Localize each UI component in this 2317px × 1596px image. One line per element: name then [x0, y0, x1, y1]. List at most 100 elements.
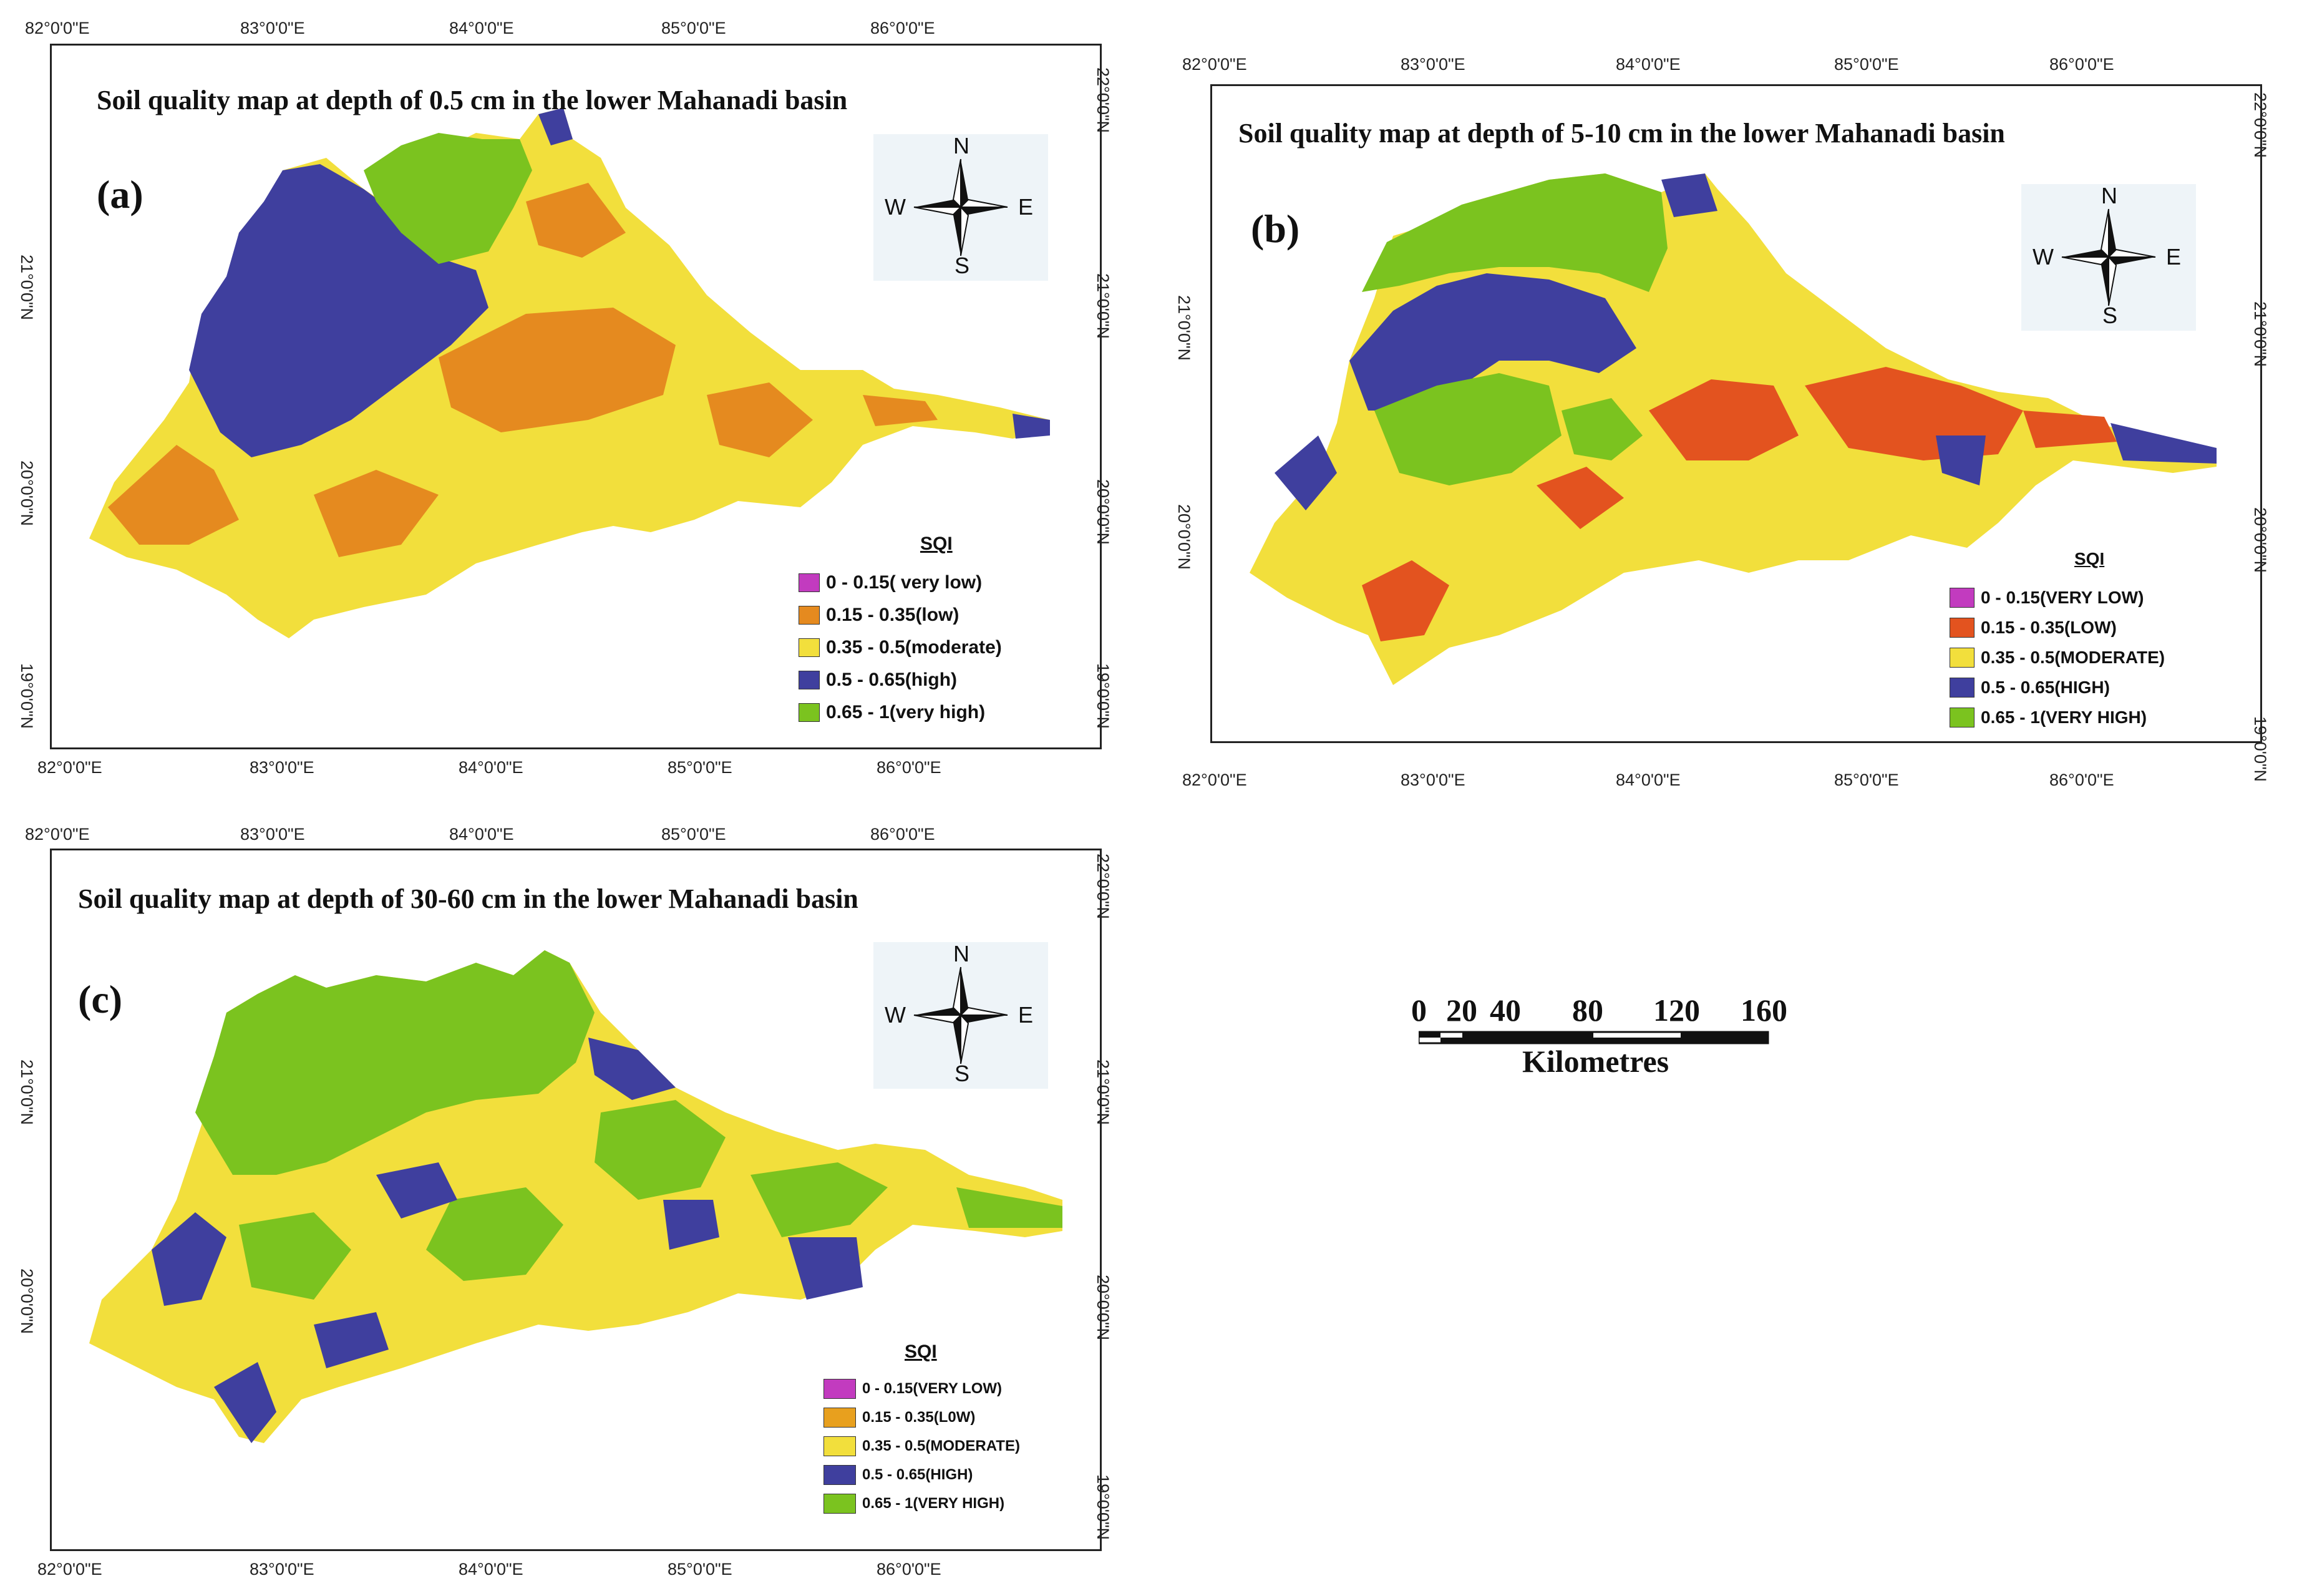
- very-high-zone-region: [195, 950, 595, 1175]
- low-zone-patch: [108, 445, 239, 545]
- legend-label: 0.15 - 0.35(low): [826, 605, 959, 625]
- high-zone-patch: [1661, 173, 1717, 217]
- legend-label: 0.5 - 0.65(HIGH): [862, 1466, 973, 1483]
- compass-north: N: [953, 133, 969, 158]
- legend-swatch: [823, 1408, 856, 1428]
- high-zone-patch: [663, 1200, 719, 1250]
- lon-tick-bottom: 82°0'0"E: [37, 1560, 102, 1579]
- compass-north: N: [2101, 183, 2117, 208]
- lon-tick-bottom: 86°0'0"E: [2049, 771, 2114, 789]
- high-zone-region: [1349, 273, 1636, 411]
- very-high-zone-patch: [1562, 398, 1643, 460]
- legend-swatch: [1950, 678, 1975, 698]
- scale-bar-unit: Kilometres: [1522, 1044, 1669, 1079]
- lat-tick-left: 19°0'0"N: [17, 663, 37, 729]
- lon-tick-top: 85°0'0"E: [661, 19, 726, 37]
- high-zone-patch: [1936, 435, 1986, 485]
- legend-swatch: [1950, 618, 1975, 638]
- legend-label: 0.65 - 1(very high): [826, 702, 986, 723]
- panel-label-a: (a): [97, 172, 143, 217]
- lon-tick-bottom: 84°0'0"E: [459, 758, 523, 777]
- legend-item: 0.15 - 0.35(LOW): [1950, 618, 2117, 638]
- compass-east: E: [1018, 194, 1034, 220]
- legend-item: 0.35 - 0.5(MODERATE): [823, 1436, 1020, 1456]
- legend-swatch: [799, 671, 820, 689]
- low-zone-patch: [439, 308, 676, 432]
- legend-label: 0.35 - 0.5(moderate): [826, 637, 1002, 658]
- legend-item: 0.5 - 0.65(HIGH): [1950, 678, 2110, 698]
- legend-item: 0.35 - 0.5(moderate): [799, 637, 1002, 658]
- legend-label: 0 - 0.15(VERY LOW): [862, 1380, 1003, 1397]
- very-high-zone-patch: [426, 1187, 563, 1281]
- lat-tick-left: 20°0'0"N: [17, 460, 37, 527]
- legend-label: 0.35 - 0.5(MODERATE): [862, 1438, 1020, 1454]
- lon-tick-top: 84°0'0"E: [1616, 55, 1681, 74]
- legend-swatch: [823, 1465, 856, 1485]
- basin-map-a: [89, 108, 1050, 638]
- lon-tick-bottom: 83°0'0"E: [1401, 771, 1465, 789]
- high-zone-patch: [538, 108, 573, 145]
- legend-item: 0 - 0.15(VERY LOW): [1950, 588, 2144, 608]
- basin-map-c: [89, 950, 1062, 1443]
- legend-item: 0.5 - 0.65(high): [799, 669, 957, 691]
- lon-tick-top: 83°0'0"E: [240, 825, 305, 844]
- legend-item: 0.65 - 1(VERY HIGH): [823, 1494, 1004, 1514]
- legend-c: SQI 0 - 0.15(VERY LOW) 0.15 - 0.35(L0W) …: [823, 1341, 1086, 1522]
- lon-tick-top: 85°0'0"E: [661, 825, 726, 844]
- low-zone-patch: [1649, 379, 1799, 460]
- legend-item: 0.15 - 0.35(low): [799, 605, 959, 626]
- high-zone-patch: [788, 1237, 863, 1300]
- high-zone-patch: [214, 1362, 276, 1443]
- low-zone-patch: [2023, 411, 2117, 448]
- lat-tick-right: 19°0'0"N: [2251, 716, 2270, 782]
- legend-swatch: [1950, 588, 1975, 608]
- lat-tick-right: 19°0'0"N: [1094, 663, 1113, 729]
- very-high-zone-patch: [750, 1162, 888, 1237]
- legend-swatch: [799, 638, 820, 657]
- lat-tick-right: 21°0'0"N: [1094, 1059, 1113, 1126]
- north-arrow-a: N S W E: [873, 133, 1048, 281]
- legend-label: 0.5 - 0.65(high): [826, 669, 958, 690]
- high-zone-patch: [2111, 423, 2217, 464]
- scale-tick-label: 80: [1572, 993, 1603, 1028]
- lon-tick-bottom: 85°0'0"E: [1834, 771, 1899, 789]
- compass-north: N: [953, 941, 969, 966]
- lat-tick-right: 20°0'0"N: [2251, 507, 2270, 573]
- north-arrow-b: N S W E: [2021, 183, 2196, 331]
- compass-rose-icon: [2061, 208, 2156, 306]
- compass-south: S: [954, 253, 970, 278]
- panel-label-c: (c): [78, 977, 123, 1021]
- legend-item: 0.5 - 0.65(HIGH): [823, 1465, 973, 1485]
- legend-heading: SQI: [2074, 549, 2105, 568]
- legend-swatch: [799, 703, 820, 722]
- very-high-zone-region: [1362, 173, 1668, 292]
- scale-bar-graphic: [1419, 1031, 1769, 1044]
- scale-tick-label: 20: [1446, 993, 1477, 1028]
- very-high-zone-region: [364, 133, 532, 264]
- legend-label: 0.5 - 0.65(HIGH): [1981, 678, 2110, 697]
- compass-south: S: [954, 1061, 970, 1086]
- lat-tick-right: 20°0'0"N: [1094, 479, 1113, 545]
- high-zone-patch: [152, 1212, 226, 1306]
- lon-tick-top: 82°0'0"E: [25, 19, 90, 37]
- compass-rose-icon: [913, 966, 1008, 1064]
- low-zone-patch: [526, 183, 626, 258]
- scale-tick-label: 120: [1653, 993, 1700, 1028]
- lon-tick-top: 84°0'0"E: [449, 825, 514, 844]
- lat-tick-right: 22°0'0"N: [2251, 92, 2270, 158]
- lon-tick-top: 84°0'0"E: [449, 19, 514, 37]
- legend-swatch: [823, 1494, 856, 1514]
- legend-heading: SQI: [905, 1341, 937, 1362]
- very-high-zone-patch: [1374, 373, 1562, 485]
- high-zone-patch: [376, 1162, 457, 1219]
- lon-tick-bottom: 84°0'0"E: [1616, 771, 1681, 789]
- lon-tick-bottom: 83°0'0"E: [250, 1560, 314, 1579]
- lon-tick-bottom: 84°0'0"E: [459, 1560, 523, 1579]
- legend-swatch: [1950, 708, 1975, 727]
- scale-tick-label: 160: [1741, 993, 1787, 1028]
- lon-tick-bottom: 86°0'0"E: [877, 1560, 941, 1579]
- lon-tick-top: 86°0'0"E: [870, 825, 935, 844]
- high-zone-patch: [588, 1038, 676, 1100]
- legend-label: 0.35 - 0.5(MODERATE): [1981, 648, 2165, 667]
- legend-label: 0.65 - 1(VERY HIGH): [1981, 708, 2147, 727]
